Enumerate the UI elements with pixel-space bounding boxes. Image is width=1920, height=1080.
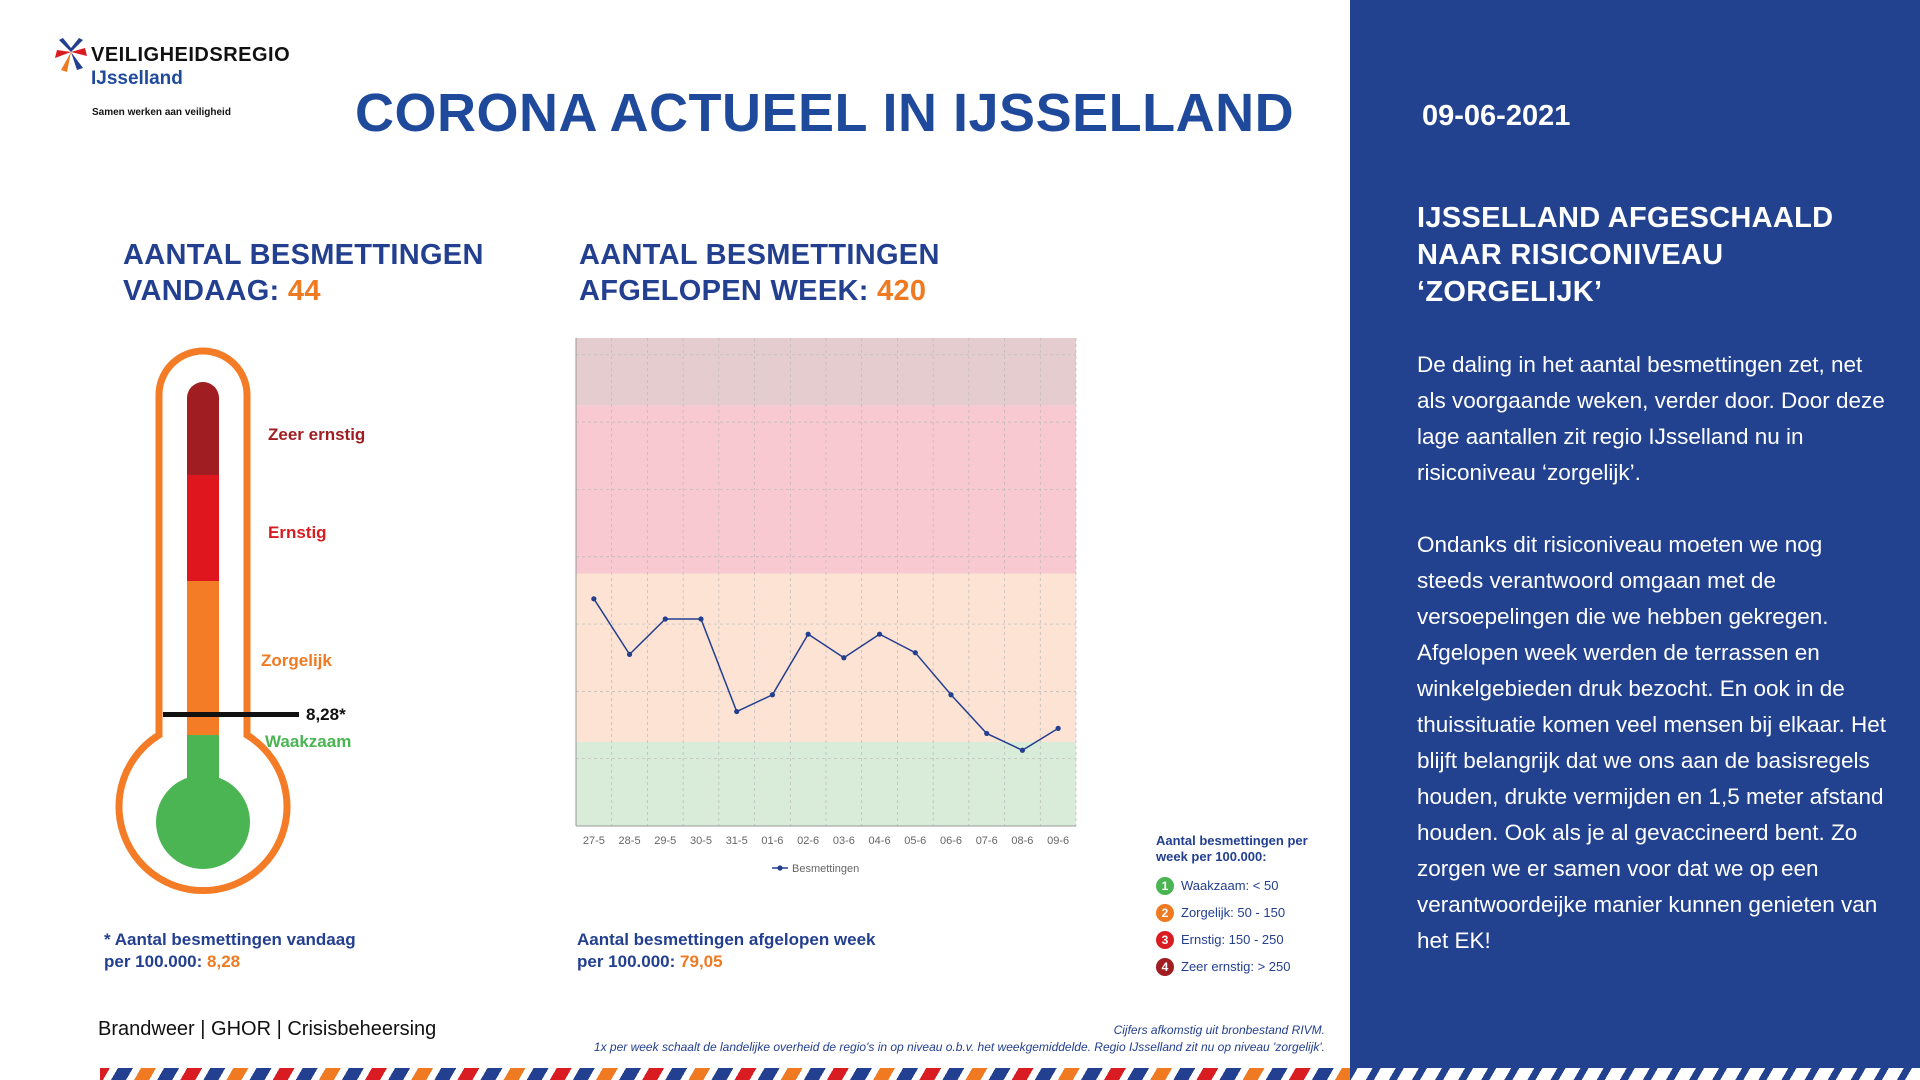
- data-point: [698, 616, 704, 622]
- x-tick-label: 29-5: [654, 835, 676, 847]
- x-tick-label: 06-6: [940, 835, 962, 847]
- data-point: [948, 692, 954, 698]
- data-point: [1019, 747, 1026, 753]
- panel-date: 09-06-2021: [1422, 100, 1571, 132]
- logo-subtitle: IJsselland: [91, 68, 183, 89]
- page-title: CORONA ACTUEEL IN IJSSELLAND: [355, 83, 1295, 143]
- stat-today-line2: VANDAAG:: [123, 275, 280, 307]
- logo: VEILIGHEIDSREGIO IJsselland Samen werken…: [55, 38, 355, 118]
- footer-organisations: Brandweer | GHOR | Crisisbeheersing: [98, 1018, 437, 1040]
- legend-number-icon: 4: [1156, 957, 1174, 976]
- footer-source: Cijfers afkomstig uit bronbestand RIVM.: [1113, 1023, 1325, 1037]
- x-tick-label: 31-5: [726, 835, 748, 847]
- x-tick-label: 30-5: [690, 835, 712, 847]
- x-tick-label: 07-6: [976, 835, 998, 847]
- stat-week-heading: AANTAL BESMETTINGEN AFGELOPEN WEEK: 420: [579, 237, 940, 309]
- footer-note: 1x per week schaalt de landelijke overhe…: [593, 1040, 1325, 1054]
- risk-legend: Aantal besmettingen per week per 100.000…: [1156, 833, 1336, 980]
- line-chart: 27-5 28-5 29-5 30-5 31-5 01-6 02-6 03-6 04-6 05-6…: [575, 338, 1077, 875]
- x-tick-label: 03-6: [833, 835, 855, 847]
- chart-container: 27-5 28-5 29-5 30-5 31-5 01-6 02-6 03-6 04-6 05-6…: [572, 335, 1082, 880]
- legend-item-zorgelijk: 2 Zorgelijk: 50 - 150: [1156, 899, 1336, 926]
- legend-item-waakzaam: 1 Waakzaam: < 50: [1156, 872, 1336, 899]
- data-point: [841, 655, 847, 661]
- legend-number-icon: 3: [1156, 930, 1174, 949]
- data-point: [626, 651, 633, 657]
- panel-headline-line1: IJSSELLAND AFGESCHAALD: [1417, 202, 1834, 234]
- legend-title-line1: Aantal besmettingen per: [1156, 833, 1308, 848]
- logo-star-icon: [55, 38, 87, 72]
- x-tick-label: 02-6: [797, 835, 819, 847]
- data-point: [1055, 725, 1061, 731]
- panel-headline: IJSSELLAND AFGESCHAALD NAAR RISICONIVEAU…: [1417, 200, 1887, 311]
- series-line: [593, 598, 1059, 752]
- footer-disclaimer: Cijfers afkomstig uit bronbestand RIVM. …: [594, 1022, 1325, 1056]
- chart-legend-label: Besmettingen: [792, 863, 859, 875]
- panel-body: De daling in het aantal besmettingen zet…: [1417, 347, 1887, 959]
- data-point: [805, 631, 811, 637]
- note-today-line1: * Aantal besmettingen vandaag: [104, 930, 356, 949]
- data-point: [734, 708, 740, 715]
- legend-item-label: Ernstig: 150 - 250: [1181, 932, 1284, 947]
- thermometer: [110, 345, 300, 915]
- level-waakzaam: Waakzaam: [265, 732, 352, 751]
- data-point: [769, 692, 776, 698]
- legend-title-line2: week per 100.000:: [1156, 849, 1267, 864]
- legend-marker-icon: [777, 865, 783, 871]
- legend-item-ernstig: 3 Ernstig: 150 - 250: [1156, 926, 1336, 953]
- data-point: [984, 730, 990, 737]
- note-today-value: 8,28: [207, 952, 241, 971]
- x-tick-label: 09-6: [1047, 835, 1069, 847]
- logo-title: VEILIGHEIDSREGIO: [91, 44, 291, 66]
- x-tick-label: 04-6: [869, 835, 891, 847]
- note-today: * Aantal besmettingen vandaag per 100.00…: [104, 929, 356, 973]
- chart-band: [576, 338, 1076, 406]
- note-week: Aantal besmettingen afgelopen week per 1…: [577, 929, 876, 973]
- stat-today-line1: AANTAL BESMETTINGEN: [123, 239, 484, 271]
- stat-week-value: 420: [877, 275, 927, 307]
- x-tick-label: 08-6: [1011, 835, 1033, 847]
- thermometer-bulb: [156, 775, 250, 869]
- legend-item-zeer-ernstig: 4 Zeer ernstig: > 250: [1156, 953, 1336, 980]
- segment-ernstig: [187, 475, 219, 581]
- data-point: [591, 596, 597, 602]
- data-point: [912, 650, 918, 656]
- stat-today-value: 44: [287, 275, 321, 307]
- x-tick-label: 28-5: [619, 835, 641, 847]
- legend-number-icon: 2: [1156, 903, 1174, 922]
- legend-item-label: Zeer ernstig: > 250: [1181, 959, 1291, 974]
- panel-headline-line3: ‘ZORGELIJK’: [1417, 276, 1603, 308]
- note-week-line1: Aantal besmettingen afgelopen week: [577, 930, 876, 949]
- thermometer-marker-value: 8,28*: [306, 705, 346, 724]
- stat-week-line1: AANTAL BESMETTINGEN: [579, 239, 940, 271]
- note-week-line2: per 100.000:: [577, 952, 676, 971]
- data-point: [876, 631, 883, 637]
- logo-slogan: Samen werken aan veiligheid: [92, 107, 231, 118]
- note-week-value: 79,05: [680, 952, 723, 971]
- panel-headline-line2: NAAR RISICONIVEAU: [1417, 239, 1724, 271]
- segment-zorgelijk: [187, 581, 219, 736]
- level-ernstig: Ernstig: [268, 523, 327, 542]
- x-tick-label: 01-6: [761, 835, 783, 847]
- thermometer-graphic: [115, 347, 291, 894]
- panel-paragraph-2: Ondanks dit risiconiveau moeten we nog s…: [1417, 532, 1886, 953]
- legend-item-label: Waakzaam: < 50: [1181, 878, 1279, 893]
- legend-item-label: Zorgelijk: 50 - 150: [1181, 905, 1286, 920]
- note-today-line2: per 100.000:: [104, 952, 203, 971]
- panel-paragraph-1: De daling in het aantal besmettingen zet…: [1417, 352, 1885, 485]
- panel-decorative-stripes: [1350, 1068, 1920, 1080]
- x-tick-label: 05-6: [904, 835, 926, 847]
- level-zorgelijk: Zorgelijk: [261, 651, 332, 670]
- thermometer-marker: [163, 712, 299, 717]
- x-tick-label: 27-5: [583, 835, 605, 847]
- stat-today-heading: AANTAL BESMETTINGEN VANDAAG: 44: [123, 237, 484, 309]
- decorative-stripes: [100, 1068, 1350, 1080]
- stat-week-line2: AFGELOPEN WEEK:: [579, 275, 869, 307]
- data-point: [662, 616, 668, 622]
- news-panel: 09-06-2021 IJSSELLAND AFGESCHAALD NAAR R…: [1350, 0, 1920, 1080]
- legend-number-icon: 1: [1156, 876, 1174, 895]
- level-zeer-ernstig: Zeer ernstig: [268, 425, 366, 444]
- legend-title: Aantal besmettingen per week per 100.000…: [1156, 833, 1336, 865]
